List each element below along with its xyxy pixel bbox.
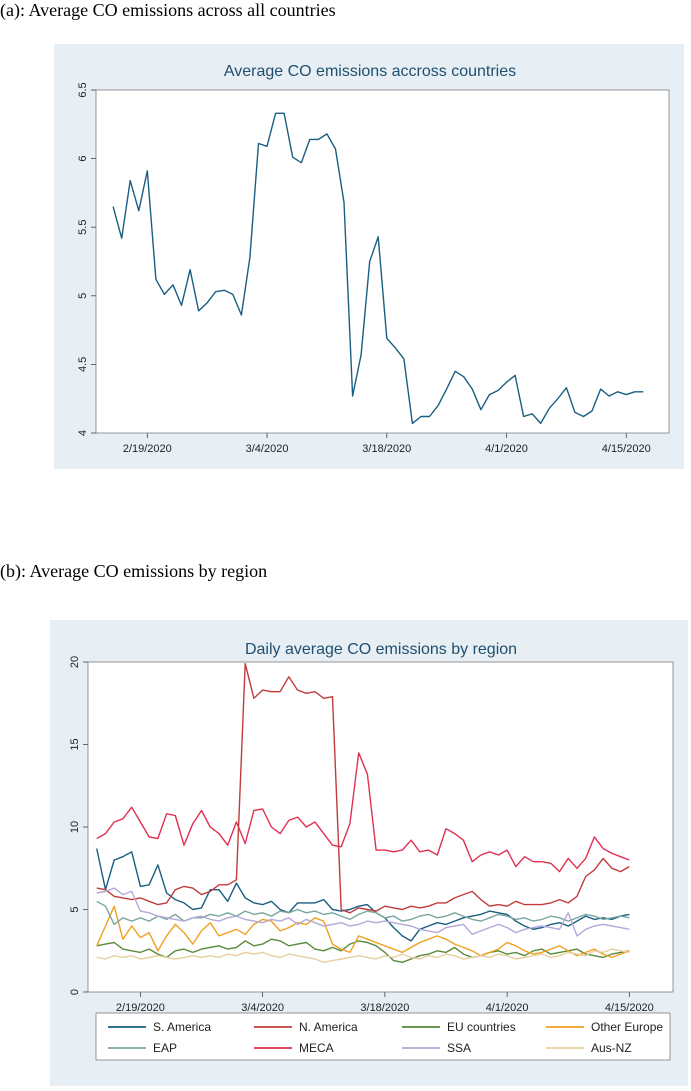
x-tick-label: 3/18/2020 [362,443,411,455]
y-tick-label: 4 [77,430,89,436]
legend-box [95,1012,671,1061]
series-line-average [112,112,644,425]
legend-label-eu-countries: EU countries [447,1020,516,1034]
line-chart-average: Average CO emissions accross countries 4… [77,63,670,455]
y-tick-label: 10 [69,821,81,833]
legend-label-meca: MECA [299,1041,334,1055]
chart-panel-a: Average CO emissions accross countries 4… [54,44,684,469]
x-tick-label: 3/18/2020 [360,1002,409,1014]
series-line-n-america [96,663,630,914]
y-tick-label: 5 [69,906,81,912]
y-axis: 4 4.5 5 5.5 6 6.5 [77,82,96,436]
legend-label-s-america: S. America [153,1020,211,1034]
x-tick-label: 4/1/2020 [486,1002,529,1014]
y-tick-label: 15 [69,738,81,750]
x-tick-label: 2/19/2020 [123,443,172,455]
x-axis: 2/19/2020 3/4/2020 3/18/2020 4/1/2020 4/15/2… [123,433,651,455]
plot-area [95,89,670,434]
legend-label-n-america: N. America [299,1020,358,1034]
y-tick-label: 5 [77,293,89,299]
chart-title: Daily average CO emissions by region [245,641,517,658]
y-tick-label: 6 [77,156,89,162]
series-line-eu-countries [96,938,630,963]
series-lines [96,663,630,963]
legend-label-eap: EAP [153,1041,177,1055]
chart-title: Average CO emissions accross countries [224,63,516,80]
series-line-s-america [96,848,630,942]
y-tick-label: 20 [69,656,81,668]
caption-a: (a): Average CO emissions across all cou… [0,0,336,20]
x-tick-label: 4/15/2020 [602,443,651,455]
plot-area [87,661,674,993]
y-tick-label: 4.5 [77,357,89,372]
x-tick-label: 4/15/2020 [605,1002,654,1014]
caption-b: (b): Average CO emissions by region [0,561,268,581]
x-tick-label: 2/19/2020 [116,1002,165,1014]
x-axis: 2/19/2020 3/4/2020 3/18/2020 4/1/2020 4/15/2… [116,992,654,1014]
legend-label-aus-nz: Aus-NZ [591,1041,632,1055]
x-tick-label: 3/4/2020 [241,1002,284,1014]
chart-panel-b: Daily average CO emissions by region 0 5 1… [50,620,688,1086]
legend-label-other-europe: Other Europe [591,1020,663,1034]
legend-label-ssa: SSA [447,1041,471,1055]
y-tick-label: 5.5 [77,220,89,235]
series-line-meca [96,752,630,873]
x-tick-label: 3/4/2020 [246,443,289,455]
y-tick-label: 0 [69,989,81,995]
legend: S. America N. America EU countries Other Eu… [108,1020,663,1055]
y-axis: 0 5 10 15 20 [69,656,88,995]
line-chart-by-region: Daily average CO emissions by region 0 5 1… [69,641,674,1061]
series-line-aus-nz [96,948,630,963]
y-tick-label: 6.5 [77,82,89,97]
series-line-other-europe [96,905,630,959]
x-tick-label: 4/1/2020 [485,443,528,455]
series-lines [112,112,644,425]
series-line-ssa [96,887,630,937]
